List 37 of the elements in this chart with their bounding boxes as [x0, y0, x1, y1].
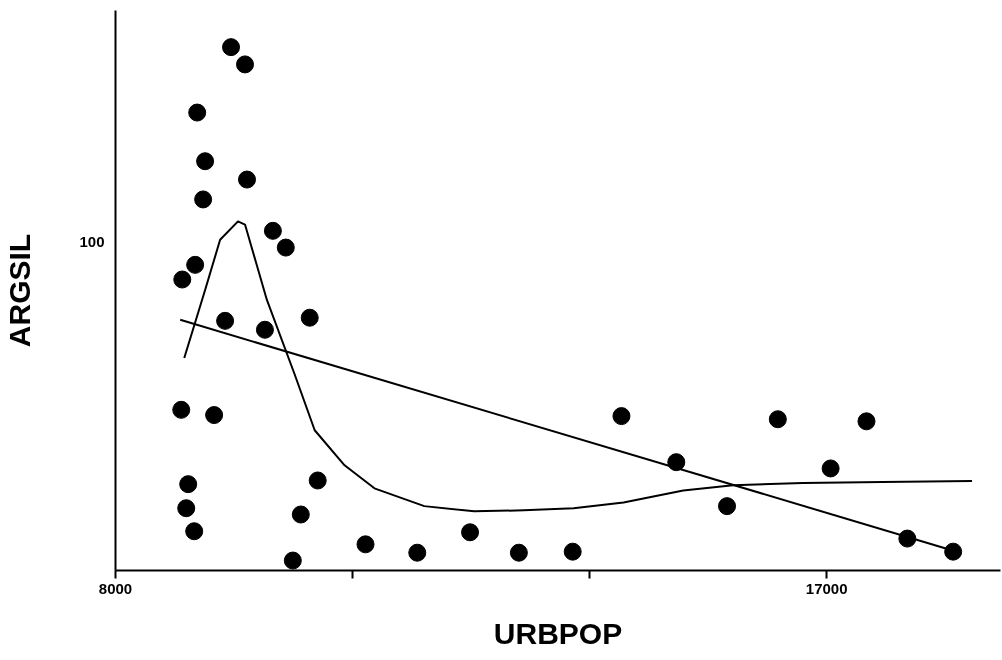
point	[196, 152, 215, 171]
point	[408, 543, 427, 562]
point	[188, 103, 207, 122]
point	[255, 320, 274, 339]
point	[173, 270, 192, 289]
point	[612, 407, 631, 426]
point	[172, 400, 191, 419]
point	[291, 505, 310, 524]
point	[356, 535, 375, 554]
point	[283, 551, 302, 570]
point	[237, 170, 256, 189]
point	[205, 406, 224, 425]
point	[718, 497, 737, 516]
point	[276, 238, 295, 257]
x-tick-label: 17000	[805, 579, 848, 597]
point	[857, 412, 876, 431]
point	[667, 453, 686, 472]
x-tick-label: 8000	[98, 579, 133, 597]
point	[194, 190, 213, 209]
point	[300, 308, 319, 327]
point	[263, 221, 282, 240]
point	[563, 542, 582, 561]
point	[177, 499, 196, 518]
y-axis-title: ARGSIL	[3, 233, 37, 348]
point	[236, 55, 255, 74]
point	[509, 543, 528, 562]
point	[186, 255, 205, 274]
point	[461, 523, 480, 542]
point	[768, 410, 787, 429]
x-axis-title: URBPOP	[493, 616, 623, 650]
point	[179, 475, 198, 494]
point	[222, 38, 241, 57]
point	[185, 522, 204, 541]
point	[216, 311, 235, 330]
point	[308, 471, 327, 490]
point	[821, 459, 840, 478]
text: 100	[79, 232, 105, 250]
